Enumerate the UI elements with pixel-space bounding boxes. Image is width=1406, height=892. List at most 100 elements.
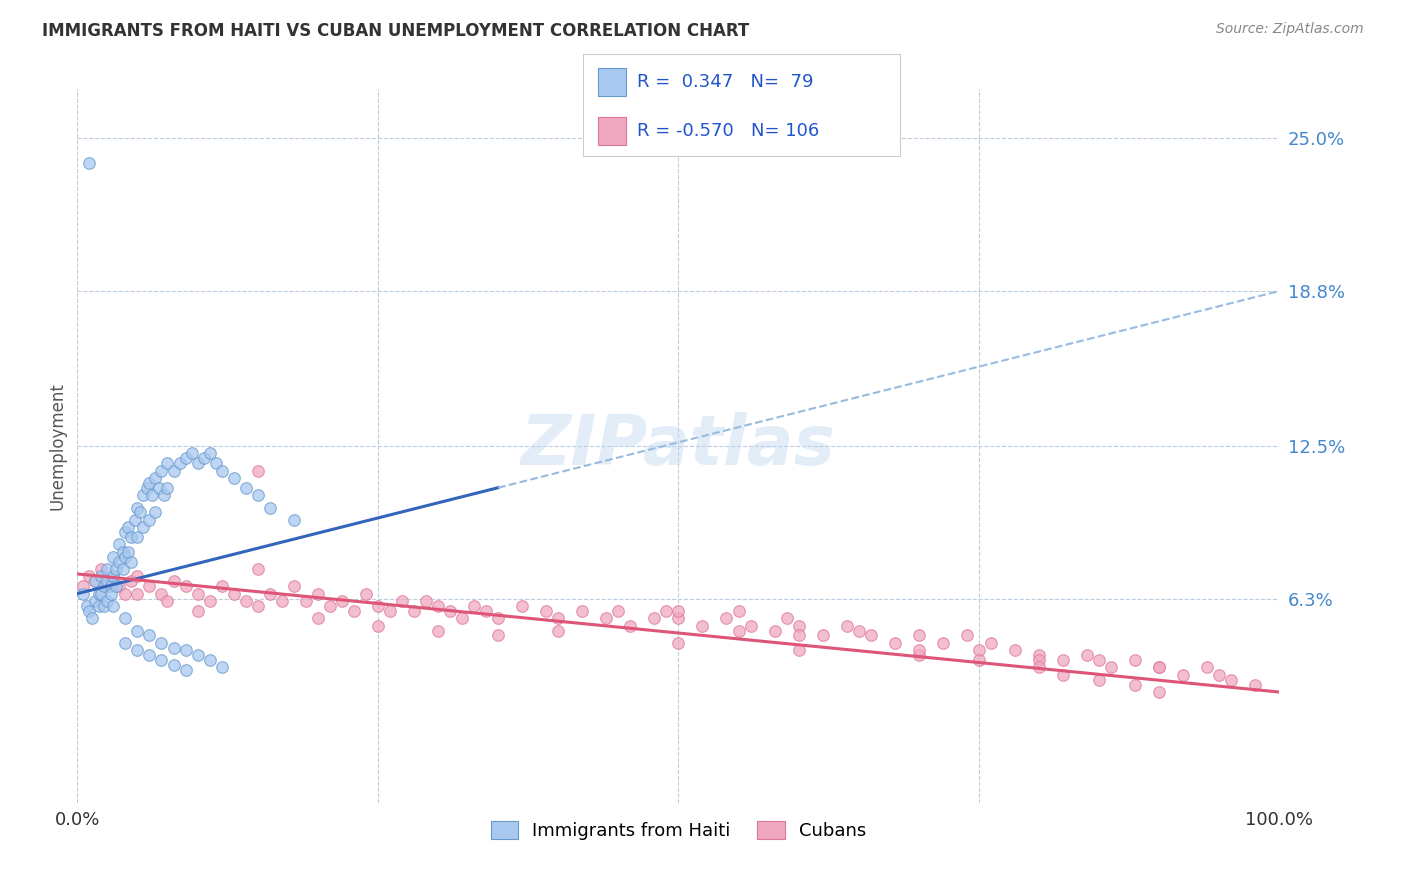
- Point: [198, 653, 221, 667]
- Point: [79, 156, 101, 170]
- Point: [692, 618, 714, 632]
- Point: [222, 471, 245, 485]
- Point: [427, 599, 450, 613]
- Point: [427, 624, 450, 638]
- Point: [108, 537, 131, 551]
- Point: [222, 587, 245, 601]
- Point: [307, 587, 329, 601]
- Point: [72, 587, 94, 601]
- Point: [108, 579, 131, 593]
- Point: [96, 562, 118, 576]
- Legend: Immigrants from Haiti, Cubans: Immigrants from Haiti, Cubans: [484, 814, 873, 847]
- Point: [439, 604, 461, 618]
- Point: [1088, 653, 1111, 667]
- Point: [162, 658, 184, 673]
- Point: [84, 594, 107, 608]
- Point: [1052, 668, 1074, 682]
- Point: [103, 599, 125, 613]
- Point: [162, 464, 184, 478]
- Point: [96, 594, 118, 608]
- Text: Source: ZipAtlas.com: Source: ZipAtlas.com: [1216, 22, 1364, 37]
- Point: [204, 456, 226, 470]
- Point: [117, 520, 139, 534]
- Point: [150, 636, 173, 650]
- Point: [283, 513, 305, 527]
- Point: [96, 579, 118, 593]
- Point: [534, 604, 557, 618]
- Point: [1244, 678, 1267, 692]
- Point: [967, 653, 990, 667]
- Point: [571, 604, 593, 618]
- Point: [128, 505, 150, 519]
- Point: [145, 471, 167, 485]
- Point: [114, 636, 136, 650]
- Point: [120, 530, 142, 544]
- Point: [96, 579, 118, 593]
- Point: [1052, 653, 1074, 667]
- Point: [415, 594, 437, 608]
- Point: [156, 456, 179, 470]
- Point: [104, 562, 127, 576]
- Point: [859, 628, 882, 642]
- Point: [787, 643, 810, 657]
- Point: [156, 594, 179, 608]
- Point: [186, 648, 209, 662]
- Point: [354, 587, 377, 601]
- Point: [104, 579, 127, 593]
- Point: [451, 611, 474, 625]
- Point: [148, 481, 170, 495]
- Point: [150, 587, 173, 601]
- Point: [127, 624, 149, 638]
- Point: [162, 640, 184, 655]
- Point: [127, 643, 149, 657]
- Point: [1076, 648, 1098, 662]
- Point: [1149, 660, 1171, 674]
- Point: [259, 500, 281, 515]
- Text: ZIPatlas: ZIPatlas: [520, 412, 837, 480]
- Point: [186, 604, 209, 618]
- Point: [84, 574, 107, 589]
- Point: [967, 643, 990, 657]
- Point: [79, 604, 101, 618]
- Point: [1149, 685, 1171, 699]
- Point: [1088, 673, 1111, 687]
- Point: [1197, 660, 1219, 674]
- Point: [80, 611, 103, 625]
- Point: [150, 464, 173, 478]
- Point: [138, 648, 160, 662]
- Point: [93, 599, 115, 613]
- Point: [127, 530, 149, 544]
- Point: [174, 643, 197, 657]
- Point: [117, 545, 139, 559]
- Point: [668, 636, 690, 650]
- Point: [330, 594, 353, 608]
- Point: [402, 604, 425, 618]
- Point: [124, 513, 146, 527]
- Point: [956, 628, 979, 642]
- Y-axis label: Unemployment: Unemployment: [48, 382, 66, 510]
- Point: [235, 481, 257, 495]
- Point: [294, 594, 316, 608]
- Point: [120, 574, 142, 589]
- Point: [763, 624, 786, 638]
- Point: [211, 464, 233, 478]
- Point: [668, 604, 690, 618]
- Point: [111, 545, 134, 559]
- Point: [727, 604, 749, 618]
- Point: [775, 611, 797, 625]
- Point: [270, 594, 292, 608]
- Point: [180, 446, 202, 460]
- Point: [343, 604, 366, 618]
- Point: [547, 611, 569, 625]
- Point: [84, 574, 107, 589]
- Point: [72, 579, 94, 593]
- Point: [136, 481, 159, 495]
- Point: [1004, 643, 1026, 657]
- Point: [120, 555, 142, 569]
- Point: [211, 660, 233, 674]
- Point: [103, 569, 125, 583]
- Point: [100, 579, 122, 593]
- Point: [547, 624, 569, 638]
- Point: [186, 456, 209, 470]
- Point: [90, 569, 112, 583]
